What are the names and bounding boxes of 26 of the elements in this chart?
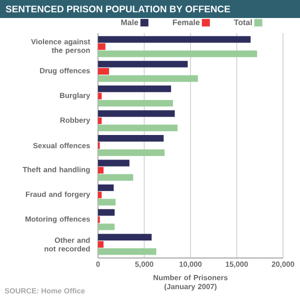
bar	[98, 149, 165, 156]
bar	[98, 124, 178, 132]
bar	[98, 50, 258, 58]
bar	[98, 241, 104, 248]
bar	[98, 184, 114, 192]
bar	[98, 209, 115, 216]
bar	[98, 43, 106, 50]
bar	[98, 248, 156, 255]
bar	[98, 166, 104, 174]
bar	[98, 117, 102, 124]
bar	[98, 92, 102, 100]
chart-title: SENTENCED PRISON POPULATION BY OFFENCE	[6, 6, 230, 12]
bar	[98, 224, 115, 230]
bar	[98, 110, 175, 117]
bar	[98, 100, 173, 107]
bar	[98, 160, 130, 166]
bar	[98, 135, 164, 142]
bar	[98, 60, 188, 68]
bar	[98, 234, 152, 241]
bar	[98, 75, 198, 82]
bar	[98, 192, 102, 198]
bar	[98, 174, 134, 181]
bar	[98, 198, 116, 206]
bar	[98, 36, 251, 43]
bar	[98, 86, 172, 92]
bar	[98, 68, 110, 75]
